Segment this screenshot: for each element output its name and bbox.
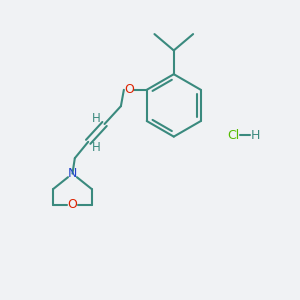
Text: O: O (124, 83, 134, 96)
Text: O: O (68, 198, 77, 211)
Text: H: H (92, 141, 101, 154)
Text: H: H (251, 129, 260, 142)
Text: Cl: Cl (227, 129, 239, 142)
Text: N: N (68, 167, 77, 180)
Text: H: H (92, 112, 100, 125)
